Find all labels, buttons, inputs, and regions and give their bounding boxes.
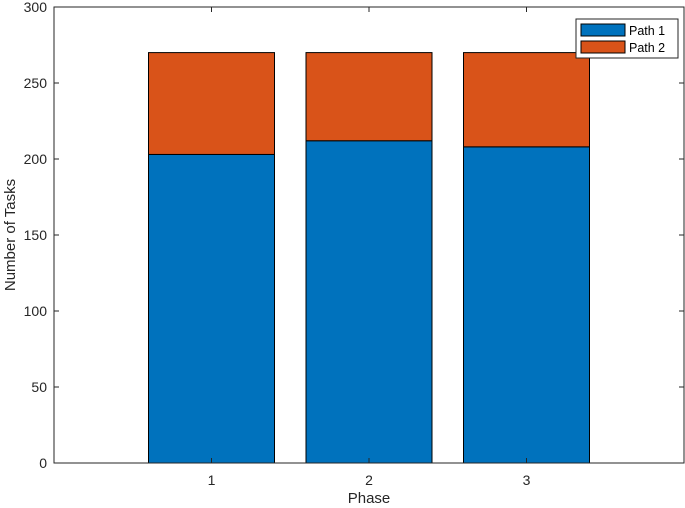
legend: Path 1 Path 2 [575, 18, 679, 59]
y-tick-label: 150 [24, 227, 48, 243]
x-axis-label: Phase [348, 490, 391, 507]
bar-path-1-phase-2 [305, 140, 433, 464]
y-axis-label: Number of Tasks [2, 179, 19, 291]
y-tick-label: 100 [24, 303, 48, 319]
bar-path-2-phase-1 [148, 52, 275, 155]
y-tick-label: 0 [39, 455, 47, 471]
axes-layer: 0 50 100 150 200 250 300 1 2 3 [24, 0, 684, 488]
y-tick-label: 200 [24, 151, 48, 167]
bar-path-1-phase-3 [463, 146, 590, 464]
y-tick-label: 300 [24, 0, 48, 15]
x-tick-label: 2 [365, 472, 373, 488]
x-tick-label: 3 [523, 472, 531, 488]
plot-frame [53, 6, 685, 464]
legend-swatch-path-1 [580, 23, 626, 37]
legend-label-path-2: Path 2 [629, 41, 665, 55]
bars-layer [148, 52, 590, 464]
x-tick-label: 1 [208, 472, 216, 488]
y-tick-label: 250 [24, 75, 48, 91]
y-tick-label: 50 [31, 379, 47, 395]
legend-swatch-path-2 [580, 40, 626, 54]
bar-path-2-phase-3 [463, 52, 590, 148]
bar-path-2-phase-2 [305, 52, 433, 142]
bar-path-1-phase-1 [148, 153, 275, 464]
legend-label-path-1: Path 1 [629, 24, 665, 38]
